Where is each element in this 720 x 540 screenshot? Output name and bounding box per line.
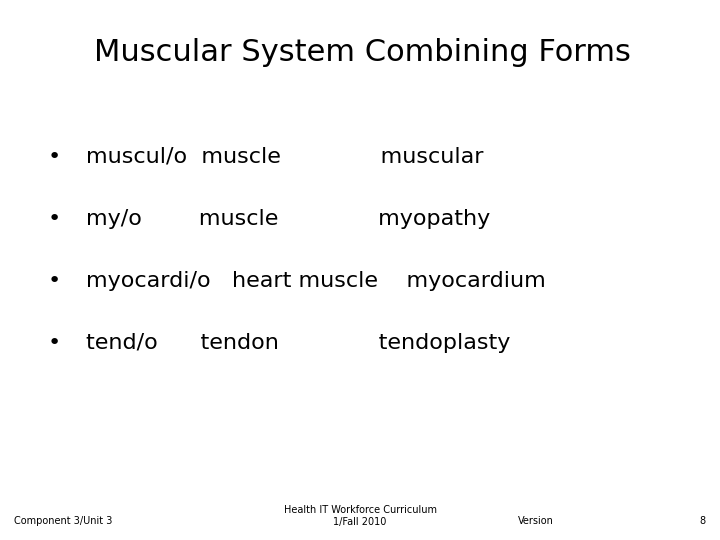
Text: •: •	[48, 271, 60, 291]
Text: muscul/o  muscle              muscular: muscul/o muscle muscular	[86, 146, 484, 167]
Text: •: •	[48, 208, 60, 229]
Text: Health IT Workforce Curriculum
1/Fall 2010: Health IT Workforce Curriculum 1/Fall 20…	[284, 505, 436, 526]
Text: my/o        muscle              myopathy: my/o muscle myopathy	[86, 208, 490, 229]
Text: Version: Version	[518, 516, 554, 526]
Text: Muscular System Combining Forms: Muscular System Combining Forms	[94, 38, 631, 67]
Text: myocardi/o   heart muscle    myocardium: myocardi/o heart muscle myocardium	[86, 271, 546, 291]
Text: tend/o      tendon              tendoplasty: tend/o tendon tendoplasty	[86, 333, 510, 353]
Text: 8: 8	[699, 516, 706, 526]
Text: •: •	[48, 333, 60, 353]
Text: •: •	[48, 146, 60, 167]
Text: Component 3/Unit 3: Component 3/Unit 3	[14, 516, 113, 526]
